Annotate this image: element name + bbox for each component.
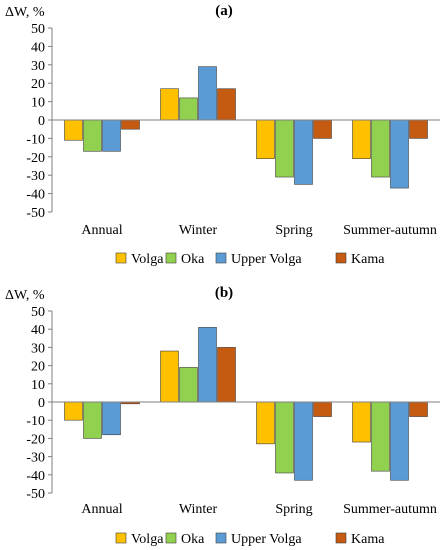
legend-swatch-volga — [115, 532, 127, 544]
bar-upper-volga-winter — [198, 66, 217, 121]
legend-swatch-volga — [115, 252, 127, 264]
chart-b: (b) ΔW, % 50 40 30 20 10 0 -10 -20 -30 -40 -50 Annual… — [5, 285, 440, 547]
y-tick-label: 40 — [31, 40, 45, 55]
legend-label-oka: Oka — [181, 532, 205, 547]
x-category-label: Summer-autumn — [343, 502, 437, 517]
y-tick-label: -20 — [26, 151, 45, 166]
y-tick-label: 30 — [31, 59, 45, 74]
chart-a: (a) ΔW, % 50 40 30 20 10 0 -10 -20 -30 -40 -50 Annual… — [5, 3, 440, 267]
legend-label-oka: Oka — [181, 252, 205, 267]
bar-kama-winter — [217, 347, 236, 403]
y-tick-label: 50 — [31, 22, 45, 37]
bar-kama-spring — [313, 401, 332, 417]
legend: Volga Oka Upper Volga Kama — [115, 532, 385, 547]
bar-volga-summer-autumn — [352, 401, 371, 443]
bar-volga-winter — [160, 350, 179, 403]
legend-swatch-oka — [165, 252, 177, 264]
x-category-label: Summer-autumn — [343, 223, 437, 238]
bar-volga-annual — [64, 119, 83, 141]
legend: Volga Oka Upper Volga Kama — [115, 252, 385, 267]
chart-title: (b) — [215, 285, 233, 301]
y-tick-label: -40 — [26, 469, 45, 484]
chart-title: (a) — [215, 3, 233, 19]
bar-upper-volga-spring — [294, 401, 313, 481]
bar-kama-winter — [217, 88, 236, 121]
bar-volga-spring — [256, 119, 275, 159]
y-tick-label: 50 — [31, 305, 45, 320]
legend-label-volga: Volga — [131, 252, 164, 267]
bar-upper-volga-annual — [102, 119, 121, 152]
legend-label-upper-volga: Upper Volga — [231, 252, 302, 267]
bar-oka-summer-autumn — [371, 119, 390, 178]
bar-kama-summer-autumn — [409, 119, 428, 139]
y-tick-label: -10 — [26, 414, 45, 429]
bar-kama-annual — [121, 119, 140, 130]
legend-swatch-upper-volga — [215, 252, 227, 264]
y-tick-label: 20 — [31, 360, 45, 375]
bar-kama-spring — [313, 119, 332, 139]
x-category-label: Winter — [179, 502, 218, 517]
bar-volga-winter — [160, 88, 179, 121]
bar-oka-winter — [179, 367, 198, 403]
legend-swatch-upper-volga — [215, 532, 227, 544]
legend-swatch-kama — [335, 532, 347, 544]
y-tick-label: -30 — [26, 169, 45, 184]
bar-upper-volga-summer-autumn — [390, 401, 409, 481]
y-tick-label: -20 — [26, 432, 45, 447]
legend-label-kama: Kama — [351, 252, 385, 267]
y-tick-label: 30 — [31, 341, 45, 356]
legend-label-volga: Volga — [131, 532, 164, 547]
x-category-label: Annual — [81, 223, 122, 238]
bar-upper-volga-summer-autumn — [390, 119, 409, 189]
bar-upper-volga-annual — [102, 401, 121, 436]
y-tick-label: 0 — [38, 114, 45, 129]
bar-volga-annual — [64, 401, 83, 421]
bar-oka-summer-autumn — [371, 401, 390, 472]
x-category-label: Winter — [179, 223, 218, 238]
legend-swatch-oka — [165, 532, 177, 544]
y-tick-label: 20 — [31, 77, 45, 92]
bar-volga-summer-autumn — [352, 119, 371, 159]
bar-oka-spring — [275, 401, 294, 474]
y-axis-label: ΔW, % — [5, 5, 45, 20]
legend-label-kama: Kama — [351, 532, 385, 547]
bar-upper-volga-winter — [198, 327, 217, 403]
x-category-label: Spring — [275, 502, 312, 517]
y-tick-label: -30 — [26, 451, 45, 466]
y-tick-label: -40 — [26, 188, 45, 203]
legend-label-upper-volga: Upper Volga — [231, 532, 302, 547]
bar-oka-winter — [179, 97, 198, 121]
bar-oka-annual — [83, 119, 102, 152]
y-tick-label: 10 — [31, 96, 45, 111]
legend-swatch-kama — [335, 252, 347, 264]
bar-upper-volga-spring — [294, 119, 313, 185]
y-tick-label: 40 — [31, 323, 45, 338]
y-axis-label: ΔW, % — [5, 288, 45, 303]
x-category-label: Spring — [275, 223, 312, 238]
bar-kama-summer-autumn — [409, 401, 428, 417]
y-tick-label: -10 — [26, 132, 45, 147]
bar-oka-spring — [275, 119, 294, 178]
y-tick-label: -50 — [26, 206, 45, 221]
y-tick-label: -50 — [26, 487, 45, 502]
bar-volga-spring — [256, 401, 275, 445]
y-tick-label: 0 — [38, 396, 45, 411]
y-tick-label: 10 — [31, 378, 45, 393]
x-category-label: Annual — [81, 502, 122, 517]
bar-oka-annual — [83, 401, 102, 439]
